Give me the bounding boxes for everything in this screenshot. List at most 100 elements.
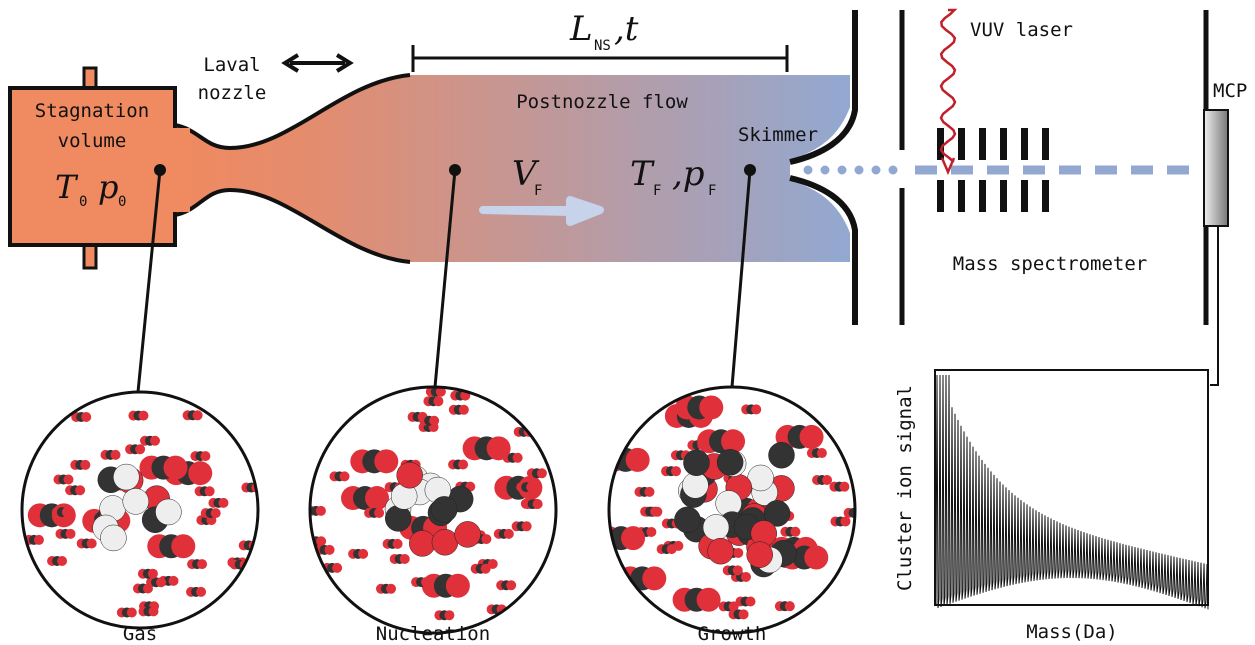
atom	[155, 499, 181, 525]
label: MCP	[1213, 80, 1247, 102]
atom	[218, 498, 228, 508]
mcp-wire	[1210, 226, 1218, 385]
atom	[513, 453, 523, 463]
atom	[374, 449, 398, 473]
atom	[650, 507, 660, 517]
stage-label: Gas	[123, 623, 157, 645]
atom	[358, 549, 368, 559]
atom	[325, 545, 335, 555]
label: Skimmer	[738, 124, 818, 146]
atom	[66, 529, 76, 539]
stage-label: Nucleation	[376, 623, 490, 645]
subscript: 0	[79, 194, 87, 210]
axis-label: Mass(Da)	[1026, 621, 1118, 643]
atom	[671, 466, 681, 476]
dot	[744, 164, 756, 176]
atom	[733, 565, 743, 575]
atom	[746, 597, 756, 607]
subscript: NS	[594, 38, 611, 54]
atom	[148, 569, 158, 579]
atom	[205, 486, 215, 496]
dot	[154, 164, 166, 176]
electrode	[979, 128, 986, 160]
double-arrow	[285, 55, 350, 71]
atom	[455, 521, 481, 547]
atom	[340, 471, 350, 481]
label: nozzle	[198, 82, 267, 104]
atom	[171, 534, 195, 558]
atom	[768, 442, 794, 468]
atom	[316, 536, 326, 546]
subscript: F	[534, 183, 542, 199]
atom	[733, 548, 743, 558]
atom	[522, 521, 532, 531]
atom	[708, 538, 734, 564]
atom	[682, 472, 708, 498]
atom	[459, 405, 469, 415]
label: Mass spectrometer	[953, 253, 1147, 275]
atom	[80, 460, 90, 470]
electrode	[1042, 180, 1049, 212]
atom	[397, 462, 423, 488]
atom	[123, 488, 149, 514]
symbol: T	[55, 168, 79, 206]
atom	[751, 404, 761, 414]
atom	[537, 468, 547, 478]
atom	[817, 448, 827, 458]
atom	[57, 556, 67, 566]
atom	[839, 482, 849, 492]
atom	[135, 444, 145, 454]
diagram: Laval nozzle Stagnation volume T 0 p 0 L…	[0, 0, 1255, 645]
atom	[111, 450, 121, 460]
atom	[385, 505, 411, 531]
atom	[200, 451, 210, 461]
atom	[81, 412, 91, 422]
molecule-view	[597, 387, 864, 633]
atom	[316, 506, 326, 516]
spectrum	[936, 375, 1208, 609]
atom	[393, 539, 403, 549]
atom	[626, 448, 650, 472]
atom	[683, 450, 709, 476]
atom	[526, 482, 536, 492]
subscript: F	[708, 183, 716, 199]
atom	[739, 609, 749, 619]
atom	[211, 508, 221, 518]
atom	[444, 610, 454, 620]
electrode	[1021, 180, 1028, 212]
electrode	[1000, 128, 1007, 160]
atom	[421, 577, 431, 587]
electrode	[979, 180, 986, 212]
atom	[193, 410, 203, 420]
atom	[697, 588, 721, 612]
subscript: 0	[118, 194, 126, 210]
atom	[409, 530, 435, 556]
atom	[138, 411, 148, 421]
atom	[127, 607, 137, 617]
label: Postnozzle flow	[516, 91, 688, 113]
atom	[163, 456, 187, 480]
atom	[150, 436, 160, 446]
atom	[804, 546, 828, 570]
atom	[840, 516, 850, 526]
atom	[644, 487, 654, 497]
atom	[34, 535, 44, 545]
atom	[431, 496, 457, 522]
atom	[75, 485, 85, 495]
atom	[169, 576, 179, 586]
atom	[458, 460, 468, 470]
atom	[113, 464, 139, 490]
atom	[667, 544, 677, 554]
atom	[432, 529, 458, 555]
atom	[674, 507, 700, 533]
dot	[449, 164, 461, 176]
symbol: T	[630, 154, 655, 194]
subscript: F	[653, 183, 661, 199]
label: volume	[58, 130, 127, 152]
electrode	[958, 128, 965, 160]
atom	[100, 525, 126, 551]
atom	[332, 563, 342, 573]
electrode	[937, 180, 944, 212]
atom	[196, 587, 206, 597]
atom	[433, 396, 443, 406]
